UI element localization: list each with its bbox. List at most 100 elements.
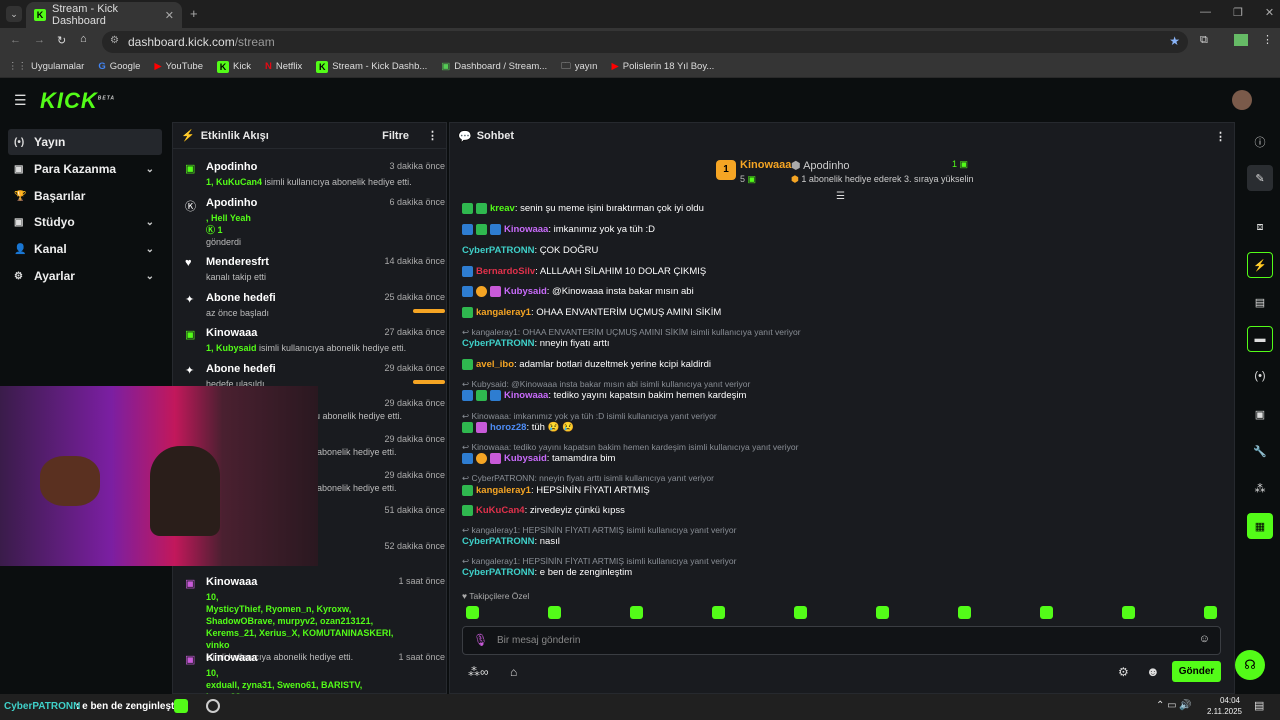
new-tab-icon[interactable]: + bbox=[190, 6, 198, 21]
chat-username[interactable]: KuKuCan4 bbox=[476, 505, 525, 516]
emote-icon[interactable] bbox=[712, 606, 725, 619]
sidebar-item-para-kazanma[interactable]: ▣ Para Kazanma ⌄ bbox=[14, 162, 154, 176]
emote-icon[interactable]: ☻ bbox=[1146, 664, 1160, 679]
chat-username[interactable]: Kubysaid bbox=[504, 286, 547, 297]
bookmark-polisler[interactable]: ▶ Polislerin 18 Yıl Boy... bbox=[611, 61, 715, 72]
browser-tab[interactable]: K Stream - Kick Dashboard ✕ bbox=[26, 2, 182, 28]
kick-coins-icon[interactable]: ⁂∞ bbox=[468, 665, 489, 679]
menu-icon[interactable]: ⋮ bbox=[1262, 34, 1273, 46]
chat-options-icon[interactable]: ⋮ bbox=[1215, 130, 1226, 143]
emote-icon[interactable] bbox=[958, 606, 971, 619]
emote-icon[interactable] bbox=[794, 606, 807, 619]
bookmark-star-icon[interactable]: ★ bbox=[1169, 34, 1180, 48]
tray-icons[interactable]: ⌃ ▭ 🔊 bbox=[1156, 700, 1192, 711]
sidebar-item-yayin[interactable]: (•) Yayın bbox=[8, 129, 162, 155]
browser-tab-bar: ⌄ K Stream - Kick Dashboard ✕ + — ❐ ✕ bbox=[0, 0, 1280, 28]
info-icon[interactable]: ⓘ bbox=[1254, 137, 1266, 149]
bookmark-netflix[interactable]: N Netflix bbox=[264, 61, 303, 72]
chat-username[interactable]: Kinowaaa bbox=[504, 390, 549, 401]
forward-icon[interactable]: → bbox=[34, 34, 45, 46]
chat-username[interactable]: horoz28 bbox=[490, 422, 527, 433]
back-icon[interactable]: ← bbox=[10, 34, 21, 46]
hamburger-menu-icon[interactable]: ☰ bbox=[14, 92, 27, 108]
pin-toggle-icon[interactable]: ☰ bbox=[836, 191, 845, 202]
extensions-icon[interactable]: ⧉ bbox=[1200, 34, 1208, 46]
chat-username[interactable]: BernardoSilv bbox=[476, 266, 536, 277]
support-headset-icon[interactable]: ☊ bbox=[1235, 650, 1265, 680]
chat-username[interactable]: CyberPATRONN bbox=[462, 245, 535, 256]
obs-icon[interactable] bbox=[206, 699, 220, 713]
bookmark-kick-stream[interactable]: K Stream - Kick Dashb... bbox=[316, 60, 427, 73]
chat-icon[interactable]: ▬ bbox=[1247, 326, 1273, 352]
tab-close-icon[interactable]: ✕ bbox=[164, 9, 174, 22]
kick-logo[interactable]: KICKBETA bbox=[40, 88, 116, 113]
heart-icon: ♥ bbox=[462, 591, 468, 601]
bookmark-kick[interactable]: K Kick bbox=[217, 60, 251, 73]
notes-icon[interactable]: ▤ bbox=[1254, 296, 1266, 309]
chat-username[interactable]: CyberPATRONN bbox=[462, 338, 535, 349]
address-bar[interactable]: ⚙ dashboard.kick.com/stream ★ bbox=[102, 31, 1188, 53]
dashboard-icon: ▣ bbox=[441, 61, 451, 72]
gift-icon: ▣ bbox=[185, 578, 196, 590]
kick-coins-icon[interactable]: ⁂ bbox=[1254, 482, 1266, 495]
home-icon[interactable]: ⌂ bbox=[80, 33, 87, 45]
leader2[interactable]: ⬢ Apodinho bbox=[791, 160, 850, 172]
notification-icon[interactable]: ▤ bbox=[1254, 700, 1265, 712]
emote-icon[interactable] bbox=[1122, 606, 1135, 619]
bookmark-youtube[interactable]: ▶ YouTube bbox=[154, 61, 204, 72]
screen-capture-icon[interactable]: ⧈ bbox=[1256, 220, 1264, 233]
sidebar-item-kanal[interactable]: 👤 Kanal ⌄ bbox=[14, 242, 154, 256]
site-info-icon[interactable]: ⚙ bbox=[110, 35, 119, 46]
close-window-icon[interactable]: ✕ bbox=[1264, 7, 1275, 19]
reload-icon[interactable]: ↻ bbox=[57, 35, 67, 47]
emote-icon[interactable] bbox=[466, 606, 479, 619]
chat-username[interactable]: Kinowaaa bbox=[504, 224, 549, 235]
microphone-icon[interactable]: 🎙 bbox=[473, 633, 489, 647]
user-avatar[interactable] bbox=[1232, 90, 1252, 110]
maximize-icon[interactable]: ❐ bbox=[1233, 7, 1243, 19]
bookmark-folder-yayin[interactable]: 🗀 yayın bbox=[561, 59, 597, 75]
chat-username[interactable]: CyberPATRONN bbox=[462, 536, 535, 547]
lightning-icon[interactable]: ⚡ bbox=[1247, 252, 1273, 278]
user-badge-icon bbox=[462, 485, 473, 496]
minimize-icon[interactable]: — bbox=[1200, 6, 1211, 18]
filter-button[interactable]: Filtre bbox=[382, 129, 409, 142]
bookmark-dashboard[interactable]: ▣ Dashboard / Stream... bbox=[441, 61, 548, 72]
bookmark-apps[interactable]: ⋮⋮ Uygulamalar bbox=[8, 61, 85, 72]
profile-icon[interactable] bbox=[1234, 34, 1248, 46]
emote-icon[interactable] bbox=[1204, 606, 1217, 619]
chat-username[interactable]: kangaleray1 bbox=[476, 485, 531, 496]
leader-name[interactable]: Kinowaaa bbox=[740, 159, 792, 171]
chat-username[interactable]: avel_ibo bbox=[476, 359, 515, 370]
emote-icon[interactable] bbox=[1040, 606, 1053, 619]
more-options-icon[interactable]: ⋮ bbox=[427, 130, 438, 142]
store-icon[interactable]: ⌂ bbox=[510, 665, 518, 679]
chat-message-text: : nasıl bbox=[534, 536, 560, 547]
chat-input[interactable]: 🎙 Bir mesaj gönderin ☺ bbox=[462, 626, 1221, 655]
bookmark-google[interactable]: G Google bbox=[98, 61, 141, 72]
sidebar-item-studyo[interactable]: ▣ Stüdyo ⌄ bbox=[14, 215, 154, 229]
tab-search-icon[interactable]: ⌄ bbox=[6, 6, 22, 22]
chat-username[interactable]: CyberPATRONN bbox=[462, 567, 535, 578]
layout-icon[interactable]: ▣ bbox=[1254, 408, 1266, 421]
kick-app-icon[interactable] bbox=[174, 699, 188, 713]
emote-icon[interactable] bbox=[876, 606, 889, 619]
chat-username[interactable]: Kubysaid bbox=[504, 453, 547, 464]
emote-icon[interactable] bbox=[548, 606, 561, 619]
emoji-picker-icon[interactable]: ☺ bbox=[1198, 633, 1210, 645]
sidebar-item-basarilar[interactable]: 🏆 Başarılar bbox=[14, 189, 86, 203]
edit-icon[interactable]: ✎ bbox=[1247, 165, 1273, 191]
chat-username[interactable]: kreav bbox=[490, 203, 515, 214]
sidebar-item-ayarlar[interactable]: ⚙ Ayarlar ⌄ bbox=[14, 269, 154, 283]
emote-icon[interactable] bbox=[630, 606, 643, 619]
goal-progress-bar bbox=[413, 380, 445, 384]
user-badge-icon bbox=[462, 505, 473, 516]
user-badge-icon bbox=[490, 390, 501, 401]
send-button[interactable]: Gönder bbox=[1172, 661, 1221, 682]
user-badge-icon bbox=[462, 307, 473, 318]
chat-settings-icon[interactable]: ⚙ bbox=[1118, 665, 1129, 679]
broadcast-icon[interactable]: (•) bbox=[1254, 370, 1266, 382]
wrench-icon[interactable]: 🔧 bbox=[1253, 445, 1267, 458]
clapper-icon[interactable]: ▦ bbox=[1247, 513, 1273, 539]
chat-username[interactable]: kangaleray1 bbox=[476, 307, 531, 318]
